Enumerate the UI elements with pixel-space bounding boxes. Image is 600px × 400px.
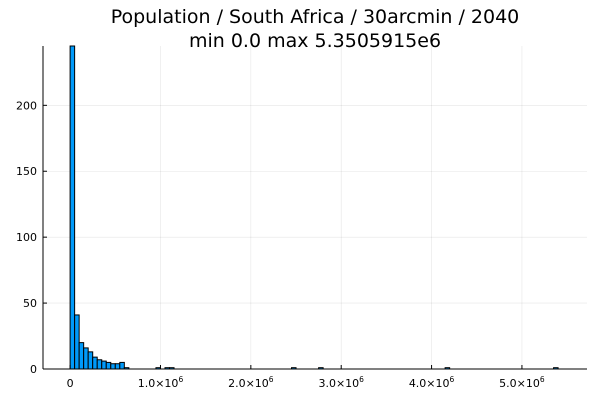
y-tick-label: 50: [23, 297, 37, 310]
histogram-bar: [110, 363, 116, 370]
y-tick-label: 0: [30, 363, 37, 376]
histogram-bar: [74, 314, 80, 370]
histogram-bar: [105, 361, 112, 370]
histogram-bar: [92, 356, 98, 370]
histogram-bars: [69, 45, 559, 370]
histogram-bar: [114, 363, 121, 370]
y-axis-ticks: 0 50 100 150 200: [16, 99, 47, 376]
x-tick-label: 4.0×106: [409, 375, 455, 390]
x-tick-label: 2.0×106: [228, 375, 274, 390]
histogram-bar: [119, 361, 125, 370]
histogram-bar: [69, 45, 76, 370]
x-tick-label: 1.0×106: [138, 375, 184, 390]
histogram-bar: [101, 360, 107, 370]
x-tick-label: 0: [67, 377, 74, 390]
axes: [42, 46, 587, 370]
x-axis-ticks: 0 1.0×106 2.0×106 3.0×106 4.0×106 5.0×106: [67, 365, 545, 390]
chart-title: Population / South Africa / 30arcmin / 2…: [111, 6, 520, 28]
grid-lines: [43, 46, 587, 370]
histogram-bar: [96, 359, 103, 370]
chart-subtitle: min 0.0 max 5.3505915e6: [189, 30, 441, 52]
y-tick-label: 100: [16, 231, 37, 244]
histogram-bar: [87, 351, 94, 370]
y-tick-label: 150: [16, 165, 37, 178]
histogram-bar: [83, 347, 89, 370]
x-tick-label: 5.0×106: [499, 375, 545, 390]
x-tick-label: 3.0×106: [318, 375, 364, 390]
histogram-bar: [78, 342, 85, 370]
y-tick-label: 200: [16, 99, 37, 112]
